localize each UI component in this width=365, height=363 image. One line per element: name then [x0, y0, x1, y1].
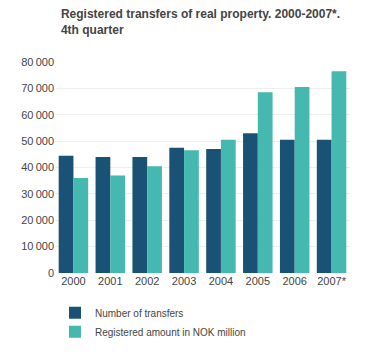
svg-text:Registered transfers of real p: Registered transfers of real property. 2… [61, 7, 340, 37]
svg-text:50 000: 50 000 [21, 135, 54, 147]
svg-text:60 000: 60 000 [21, 109, 54, 121]
svg-text:40 000: 40 000 [21, 161, 54, 173]
svg-text:2002: 2002 [135, 275, 159, 287]
svg-text:2005: 2005 [246, 275, 270, 287]
svg-text:Number of transfers: Number of transfers [95, 308, 183, 319]
svg-text:2003: 2003 [172, 275, 196, 287]
svg-text:30 000: 30 000 [21, 188, 54, 200]
svg-text:0: 0 [48, 267, 54, 279]
svg-text:2007*: 2007* [317, 275, 346, 287]
svg-text:80 000: 80 000 [21, 56, 54, 68]
svg-text:10 000: 10 000 [21, 240, 54, 252]
svg-text:70 000: 70 000 [21, 82, 54, 94]
svg-text:2004: 2004 [209, 275, 233, 287]
svg-text:20 000: 20 000 [21, 214, 54, 226]
svg-text:2006: 2006 [282, 275, 306, 287]
svg-text:2001: 2001 [98, 275, 122, 287]
svg-text:Registered amount in NOK milli: Registered amount in NOK million [95, 327, 246, 338]
svg-text:2000: 2000 [61, 275, 85, 287]
